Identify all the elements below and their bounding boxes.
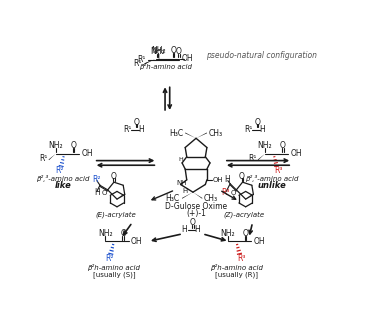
Text: [usually (S)]: [usually (S)] [93, 271, 135, 278]
Text: O: O [176, 47, 182, 56]
Text: OH: OH [81, 149, 93, 158]
Text: D-Gulose Oxime: D-Gulose Oxime [165, 202, 227, 211]
Text: R³: R³ [237, 254, 246, 263]
Text: OH: OH [291, 149, 302, 158]
Text: H: H [181, 225, 187, 234]
Text: H: H [224, 174, 230, 184]
Text: (+)-1: (+)-1 [186, 209, 206, 218]
Text: O: O [231, 190, 236, 196]
Text: R²: R² [93, 174, 101, 184]
Text: H: H [94, 188, 100, 198]
Text: (Z)-acrylate: (Z)-acrylate [223, 211, 265, 218]
Text: O: O [71, 141, 76, 151]
Text: H: H [138, 125, 144, 134]
Text: OH: OH [182, 55, 193, 64]
Text: O: O [170, 46, 177, 55]
Polygon shape [144, 60, 152, 65]
Text: CH₃: CH₃ [208, 129, 223, 138]
Text: H: H [195, 225, 200, 234]
Polygon shape [258, 154, 265, 160]
Text: NH₂: NH₂ [220, 229, 235, 238]
Text: R²: R² [56, 166, 64, 175]
Text: R¹: R¹ [248, 154, 257, 163]
Text: R²: R² [105, 254, 113, 263]
Text: O: O [133, 118, 139, 127]
Text: O: O [239, 171, 245, 180]
Polygon shape [196, 132, 207, 138]
Text: NH₂: NH₂ [98, 229, 113, 238]
Text: unlike: unlike [258, 181, 287, 190]
Polygon shape [117, 194, 123, 199]
Text: O: O [190, 218, 196, 227]
Text: O: O [102, 190, 107, 196]
Text: CH₃: CH₃ [204, 194, 218, 203]
Text: β²,³-amino acid: β²,³-amino acid [36, 175, 90, 182]
Text: [usually (R)]: [usually (R)] [215, 271, 258, 278]
Text: R³: R³ [221, 188, 230, 198]
Text: β²h-amino acid: β²h-amino acid [139, 63, 192, 70]
Text: R¹: R¹ [124, 125, 132, 134]
Text: NH₂: NH₂ [48, 141, 63, 151]
Text: β²h-amino acid: β²h-amino acid [87, 264, 140, 271]
Text: pseudo-natural configuration: pseudo-natural configuration [206, 51, 317, 60]
Text: NH₂: NH₂ [150, 47, 164, 56]
Text: H₃C: H₃C [169, 129, 184, 138]
Text: O: O [120, 229, 126, 238]
Polygon shape [182, 192, 193, 199]
Text: O: O [243, 229, 249, 238]
Text: R¹: R¹ [245, 125, 253, 134]
Polygon shape [246, 194, 252, 199]
Text: H: H [183, 188, 188, 194]
Text: β²h-amino acid: β²h-amino acid [210, 264, 263, 271]
Text: β²,³-amino acid: β²,³-amino acid [245, 175, 299, 182]
Text: NH₂: NH₂ [151, 46, 166, 55]
Text: like: like [54, 181, 71, 190]
Text: H: H [259, 125, 265, 134]
Text: NH₂: NH₂ [258, 141, 272, 151]
Text: R¹: R¹ [138, 55, 146, 64]
Text: R³: R³ [274, 166, 282, 175]
Text: O: O [280, 141, 286, 151]
Polygon shape [48, 154, 56, 160]
Text: |: | [157, 54, 159, 59]
Text: NH: NH [177, 180, 187, 186]
Text: (E)-acrylate: (E)-acrylate [95, 211, 136, 218]
Text: H: H [178, 157, 183, 162]
Polygon shape [145, 59, 156, 64]
Text: H₃C: H₃C [165, 194, 179, 203]
Text: R¹: R¹ [133, 59, 142, 68]
Text: O: O [110, 171, 116, 180]
Polygon shape [185, 132, 196, 138]
Text: R¹: R¹ [39, 154, 47, 163]
Text: OH: OH [213, 177, 224, 183]
Text: OH: OH [131, 237, 143, 246]
Polygon shape [193, 192, 203, 199]
Text: OH: OH [253, 237, 265, 246]
Text: O: O [254, 118, 260, 127]
